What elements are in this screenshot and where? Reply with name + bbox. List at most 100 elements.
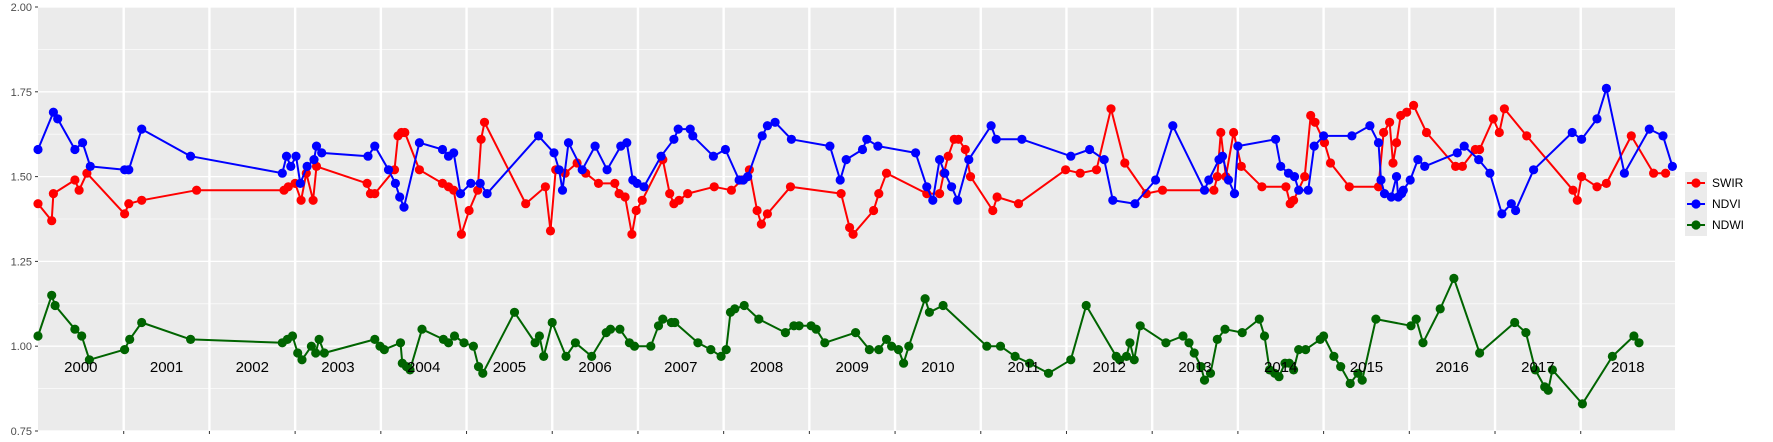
data-point-ndwi [924,307,935,317]
data-point-swir [709,182,719,192]
data-point-swir [756,219,767,229]
y-tick-label: 1.00 [11,341,32,353]
data-point-swir [48,189,59,199]
data-point-ndwi [314,334,324,344]
data-point-swir [960,144,970,155]
data-point-swir [82,168,92,178]
data-point-swir [965,172,976,182]
data-point-ndvi [1485,168,1495,178]
data-point-ndwi [306,341,316,351]
data-point-ndwi [995,341,1006,351]
data-point-swir [1120,158,1130,168]
data-point-ndvi [1658,131,1668,141]
data-point-swir [1310,117,1320,127]
legend-key-point-ndvi [1691,199,1701,209]
data-point-ndvi [656,151,666,161]
data-point-ndwi [646,341,656,351]
data-point-ndwi [1475,348,1485,358]
data-point-swir [1075,168,1085,178]
data-point-ndvi [1413,155,1423,165]
year-label: 2009 [836,359,869,376]
data-point-swir [1257,182,1267,192]
data-point-swir [874,189,884,199]
data-point-swir [362,178,372,188]
data-point-ndvi [708,151,719,161]
data-point-ndvi [286,161,296,171]
data-point-ndwi [982,341,992,351]
data-point-ndwi [1357,375,1367,385]
y-tick-label: 1.75 [11,87,32,99]
data-point-swir [1388,158,1398,168]
data-point-ndvi [1271,134,1281,144]
data-point-ndwi [1543,385,1553,395]
data-point-ndwi [1329,351,1339,361]
data-point-ndvi [940,168,950,178]
year-label: 2016 [1435,359,1468,376]
data-point-ndvi [1204,175,1214,185]
data-point-ndwi [1129,355,1139,365]
data-point-swir [1451,161,1461,171]
data-point-ndwi [473,362,484,372]
grid-lines [38,6,1675,432]
data-point-swir [1379,127,1389,138]
data-point-swir [593,178,604,188]
data-point-swir [762,209,773,219]
data-point-ndvi [743,172,753,182]
data-point-swir [1457,161,1467,171]
data-point-ndwi [1025,358,1035,368]
data-point-ndvi [602,165,612,175]
year-label: 2014 [1264,359,1297,376]
data-point-swir [540,182,551,192]
data-point-ndwi [1066,355,1076,365]
data-point-ndvi [1151,175,1161,185]
data-point-swir [1601,178,1611,188]
axes: 2000 2001 2002 2003 2004 2005 2006 2007 2008 2009… [11,2,1645,438]
data-point-ndwi [629,341,640,351]
data-point-ndvi [137,124,147,134]
data-point-ndvi [1303,185,1313,195]
data-point-ndwi [653,321,664,331]
data-point-ndvi [1168,121,1178,131]
year-label: 2015 [1350,359,1383,376]
data-point-ndvi [309,155,319,165]
data-point-swir [836,189,846,199]
data-point-ndwi [370,334,380,344]
data-point-ndvi [455,189,466,199]
data-point-ndvi [720,144,731,155]
data-point-swir [845,222,855,233]
data-point-ndwi [311,348,321,358]
year-label: 2017 [1521,359,1554,376]
data-point-ndwi [587,351,597,361]
data-point-ndvi [390,178,400,188]
data-point-swir [631,205,641,216]
data-point-ndvi [482,189,492,199]
data-point-swir [449,185,459,195]
legend-label-swir: SWIR [1712,176,1744,190]
data-point-ndwi [530,338,540,348]
data-point-ndwi [1212,334,1222,344]
data-point-ndwi [417,324,427,334]
data-point-ndvi [449,148,459,158]
data-point-ndvi [475,178,485,188]
data-point-ndwi [739,300,749,311]
data-point-ndvi [311,141,322,151]
data-point-ndvi [363,151,373,161]
data-point-ndwi [395,338,406,348]
data-point-ndvi [873,141,883,151]
data-point-swir [1661,168,1671,178]
data-point-ndwi [920,294,930,304]
data-point-ndvi [1085,144,1095,155]
data-point-ndwi [1336,362,1346,372]
data-point-ndwi [120,345,130,355]
data-point-ndwi [1294,345,1304,355]
data-point-ndvi [1289,172,1300,182]
data-point-ndwi [1121,351,1132,361]
data-point-ndvi [466,178,476,188]
data-point-ndwi [794,321,804,331]
data-point-ndvi [986,121,996,131]
data-point-swir [1013,199,1024,209]
data-point-swir [1572,195,1582,205]
data-point-ndwi [615,324,625,334]
data-point-swir [610,178,620,188]
year-label: 2013 [1178,359,1211,376]
